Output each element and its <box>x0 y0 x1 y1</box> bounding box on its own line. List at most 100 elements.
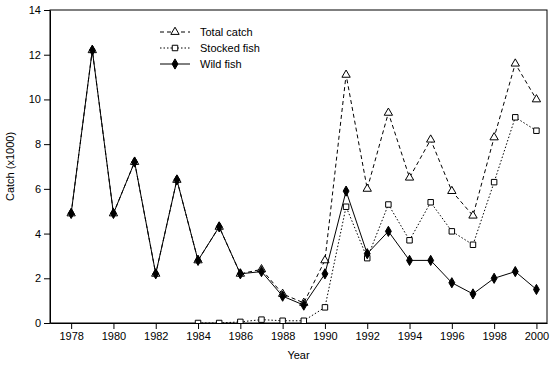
tick: 1996 <box>440 323 464 342</box>
tick: 1982 <box>144 323 168 342</box>
tick: 2 <box>35 272 50 284</box>
tick-mark <box>198 323 199 329</box>
marker <box>449 229 454 234</box>
tick-label: 1980 <box>102 330 126 342</box>
marker <box>469 211 477 218</box>
legend-marker <box>171 27 179 34</box>
marker <box>259 266 265 276</box>
tick-label: 2000 <box>525 330 549 342</box>
tick-mark <box>156 323 157 329</box>
marker <box>511 59 519 66</box>
marker <box>153 269 159 279</box>
tick-mark <box>44 10 50 11</box>
tick-label: 0 <box>35 317 41 329</box>
tick-label: 1996 <box>440 330 464 342</box>
marker <box>301 300 307 310</box>
marker <box>428 200 433 205</box>
legend-entry: Wild fish <box>160 58 242 70</box>
marker <box>364 249 370 259</box>
series-line <box>71 50 536 303</box>
tick-mark <box>44 234 50 235</box>
marker <box>448 186 456 193</box>
tick: 0 <box>35 317 50 329</box>
legend-entry: Stocked fish <box>160 42 260 54</box>
y-axis: 02468101214 <box>29 4 51 329</box>
y-axis-title: Catch (x1000) <box>4 132 16 201</box>
tick: 10 <box>29 93 50 105</box>
tick-mark <box>367 323 368 329</box>
marker <box>534 128 539 133</box>
marker <box>195 255 201 265</box>
marker <box>237 269 243 279</box>
tick-mark <box>44 55 50 56</box>
marker <box>407 255 413 265</box>
tick-mark <box>71 323 72 329</box>
marker <box>280 318 285 323</box>
tick: 12 <box>29 49 50 61</box>
marker <box>322 305 327 310</box>
marker <box>343 204 348 209</box>
marker <box>532 95 540 102</box>
tick: 4 <box>35 228 50 240</box>
marker <box>385 226 391 236</box>
tick-label: 1982 <box>144 330 168 342</box>
tick-mark <box>494 323 495 329</box>
tick: 2000 <box>525 323 549 342</box>
tick: 8 <box>35 138 50 150</box>
tick-label: 1984 <box>186 330 210 342</box>
tick-label: 1978 <box>59 330 83 342</box>
tick-label: 8 <box>35 138 41 150</box>
marker <box>216 320 221 323</box>
tick-label: 1986 <box>229 330 253 342</box>
marker <box>384 108 392 115</box>
data-area <box>67 45 541 323</box>
marker <box>259 317 264 322</box>
legend-label: Wild fish <box>200 58 242 70</box>
marker <box>449 278 455 288</box>
tick-mark <box>113 323 114 329</box>
marker <box>68 208 74 218</box>
marker <box>491 273 497 283</box>
marker <box>428 255 434 265</box>
marker <box>111 208 117 218</box>
tick-label: 1994 <box>398 330 422 342</box>
tick-mark <box>44 99 50 100</box>
tick-mark <box>44 189 50 190</box>
tick-mark <box>325 323 326 329</box>
marker <box>280 291 286 301</box>
tick: 1988 <box>271 323 295 342</box>
marker <box>322 269 328 279</box>
marker <box>470 289 476 299</box>
tick-mark <box>283 323 284 329</box>
tick-mark <box>240 323 241 329</box>
legend-marker <box>172 59 178 69</box>
plot: 1978 1980 1982 1984 1986 1988 1990 1992 1994 1996… <box>29 4 549 342</box>
tick-label: 14 <box>29 4 41 16</box>
legend-marker <box>172 45 177 50</box>
legend: Total catch Stocked fish Wild fish <box>160 26 260 70</box>
legend-entry: Total catch <box>160 26 253 38</box>
marker <box>513 115 518 120</box>
tick-label: 1990 <box>313 330 337 342</box>
marker <box>470 242 475 247</box>
tick: 1984 <box>186 323 210 342</box>
marker <box>343 186 349 196</box>
marker <box>89 45 95 55</box>
marker <box>427 135 435 142</box>
marker <box>238 319 243 323</box>
frame <box>50 10 547 323</box>
marker <box>174 175 180 185</box>
tick-label: 1998 <box>482 330 506 342</box>
marker <box>132 157 138 167</box>
tick-mark <box>44 323 50 324</box>
marker <box>491 179 496 184</box>
marker <box>216 222 222 232</box>
marker <box>363 184 371 191</box>
marker <box>386 202 391 207</box>
tick-mark <box>410 323 411 329</box>
tick-label: 4 <box>35 228 41 240</box>
tick-mark <box>44 144 50 145</box>
tick: 14 <box>29 4 50 16</box>
tick-label: 1992 <box>355 330 379 342</box>
marker <box>407 238 412 243</box>
